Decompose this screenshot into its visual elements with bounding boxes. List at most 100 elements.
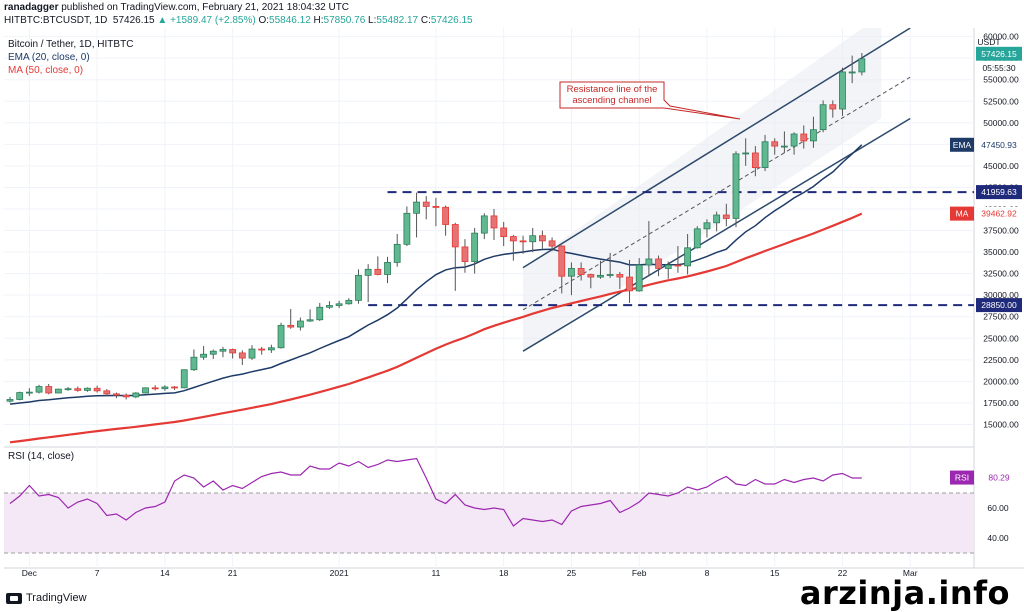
- candle-body: [403, 212, 411, 245]
- candle-body: [326, 305, 333, 308]
- candle: [790, 132, 798, 155]
- legend-ma[interactable]: MA (50, close, 0): [8, 65, 83, 76]
- price-tags: 57426.15 05:55:30 47450.93 EMA 41959.63 39462…: [950, 46, 1022, 485]
- countdown-tag-bg: [976, 60, 1022, 75]
- countdown-tag[interactable]: 05:55:30: [976, 60, 1022, 75]
- high-label: H:: [313, 15, 324, 26]
- candle: [374, 256, 382, 276]
- channel-support-line: [522, 117, 911, 352]
- last-price-tag[interactable]: 57426.15: [976, 46, 1022, 61]
- candle: [548, 237, 556, 252]
- candle-body: [451, 224, 459, 248]
- ema-tag[interactable]: 47450.93 EMA: [950, 137, 1022, 152]
- candle-body: [848, 71, 856, 74]
- candle: [742, 138, 750, 166]
- candle-body: [693, 228, 701, 249]
- candle: [219, 346, 227, 358]
- ma-tag[interactable]: 39462.92 MA: [950, 206, 1022, 221]
- price-chart-svg[interactable]: 60000.0057500.0055000.0052500.0050000.00…: [0, 15, 1024, 583]
- level-high-tag[interactable]: 41959.63: [976, 185, 1022, 200]
- candle-body: [345, 299, 353, 305]
- candle: [442, 205, 450, 236]
- candle: [471, 227, 479, 274]
- candle-body: [161, 386, 169, 390]
- candle-body: [548, 240, 556, 247]
- candle-body: [384, 262, 391, 275]
- candle-body: [480, 215, 488, 234]
- candle: [771, 138, 779, 155]
- level-low-tag[interactable]: 28850.00: [976, 298, 1022, 313]
- candle: [655, 255, 662, 277]
- candle: [64, 386, 72, 391]
- candle-body: [790, 133, 798, 147]
- candle-body: [413, 201, 420, 214]
- candle: [684, 233, 691, 275]
- annotation-callout[interactable]: Resistance line of the ascending channel: [559, 81, 741, 120]
- legend-rsi[interactable]: RSI (14, close): [8, 451, 74, 462]
- candle: [451, 222, 459, 291]
- last-price-tag-bg: [976, 46, 1022, 61]
- candle: [326, 301, 333, 309]
- candle-body: [209, 350, 217, 355]
- candle: [539, 230, 546, 249]
- price-tick-label: 60000.00: [983, 32, 1019, 42]
- candle-body: [597, 274, 604, 278]
- chart-area[interactable]: 60000.0057500.0055000.0052500.0050000.00…: [0, 15, 1024, 583]
- time-tick-label: Dec: [22, 568, 38, 578]
- candle-body: [713, 214, 721, 224]
- candle-body: [45, 386, 53, 394]
- ascending-channel: [522, 15, 911, 352]
- candle: [190, 349, 198, 372]
- ema-tag-value: 47450.93: [981, 140, 1017, 150]
- candle-body: [529, 235, 537, 243]
- candle: [829, 100, 837, 118]
- ma-tag-label-bg: [950, 206, 974, 221]
- candle-body: [316, 306, 324, 321]
- symbol[interactable]: HITBTC:BTCUSDT, 1D: [4, 15, 108, 26]
- candle-body: [122, 394, 130, 398]
- candle-body: [132, 392, 140, 398]
- candle-body: [645, 258, 653, 266]
- low-value: 55482.17: [376, 15, 419, 26]
- price-tick-label: 52500.00: [983, 96, 1019, 106]
- candle: [722, 203, 730, 227]
- rsi-tag[interactable]: 80.29 RSI: [950, 470, 1022, 485]
- candle-body: [113, 393, 120, 396]
- candle-body: [684, 247, 691, 267]
- candle-body: [374, 268, 382, 275]
- candle: [296, 317, 304, 331]
- candle-body: [471, 232, 479, 262]
- publish-info: published on TradingView.com, February 2…: [61, 2, 350, 13]
- candle-body: [509, 236, 517, 242]
- candle: [664, 261, 672, 279]
- candle-body: [238, 352, 246, 359]
- candle: [364, 264, 372, 303]
- legend-ema[interactable]: EMA (20, close, 0): [8, 52, 90, 63]
- candle: [258, 346, 266, 355]
- candle-body: [500, 227, 508, 237]
- rsi-tag-label: RSI: [955, 473, 969, 483]
- time-tick-label: 22: [838, 568, 848, 578]
- candle-body: [190, 356, 198, 371]
- time-tick-label: 15: [770, 568, 780, 578]
- ema-tag-label: EMA: [953, 140, 972, 150]
- candle: [500, 221, 508, 247]
- ma-tag-label: MA: [956, 209, 969, 219]
- candle: [848, 55, 856, 84]
- rsi-tick-label: 60.00: [987, 503, 1009, 513]
- candle-body: [839, 71, 846, 110]
- publisher-name[interactable]: ranadagger: [4, 2, 59, 13]
- moving-averages: [9, 144, 863, 444]
- candle: [335, 300, 343, 309]
- rsi-line: [9, 457, 862, 527]
- rsi-tag-bg: [976, 470, 1022, 485]
- candle-body: [200, 353, 208, 358]
- tradingview-text: TradingView: [26, 592, 87, 604]
- open-value: 55846.12: [269, 15, 311, 26]
- tradingview-brand[interactable]: TradingView: [6, 592, 87, 604]
- level-high-tag-value: 41959.63: [981, 187, 1017, 197]
- candle: [839, 67, 846, 116]
- candle-body: [6, 399, 14, 402]
- rsi-tick-label: 40.00: [987, 533, 1009, 543]
- ma50-line: [9, 212, 863, 444]
